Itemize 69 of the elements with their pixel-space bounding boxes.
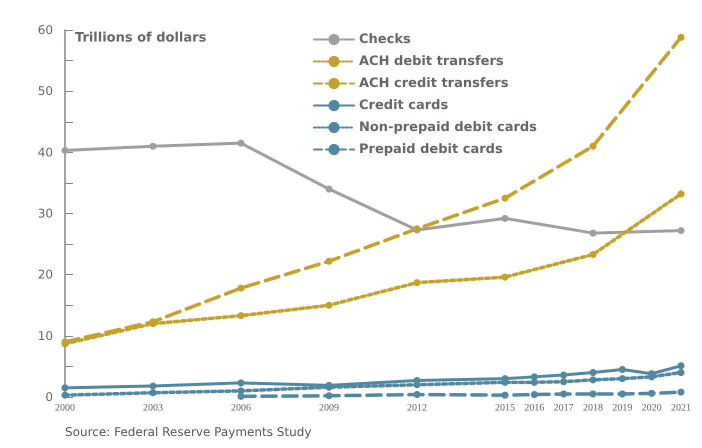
x-tick-label: 2019 <box>612 402 632 414</box>
point <box>618 390 626 398</box>
point <box>678 369 684 376</box>
point <box>530 391 538 398</box>
point <box>590 390 596 398</box>
point <box>502 214 508 222</box>
point <box>560 390 568 398</box>
point <box>618 375 626 382</box>
point <box>326 302 332 309</box>
point <box>590 142 596 150</box>
point <box>238 392 244 400</box>
point <box>150 382 156 390</box>
point <box>502 194 508 202</box>
point <box>502 274 508 281</box>
point <box>560 371 568 378</box>
point <box>238 140 244 147</box>
point <box>678 362 684 370</box>
point <box>238 312 244 320</box>
y-tick-label: 0 <box>45 390 53 404</box>
legend-label: ACH credit transfers <box>359 76 509 91</box>
y-tick-label: 60 <box>38 23 53 37</box>
x-tick-label: 2020 <box>642 402 662 414</box>
point <box>62 384 68 392</box>
point <box>648 390 656 397</box>
point <box>62 392 68 399</box>
point <box>326 392 332 400</box>
point <box>590 369 596 376</box>
point <box>414 391 420 398</box>
x-tick-label: 2021 <box>671 402 691 414</box>
x-tick-label: 2015 <box>495 402 515 414</box>
y-tick-label: 50 <box>38 84 53 98</box>
point <box>530 378 538 386</box>
x-tick-label: 2009 <box>319 402 339 414</box>
point <box>326 186 332 193</box>
point <box>678 34 684 41</box>
point <box>414 279 420 286</box>
point <box>678 388 684 396</box>
point <box>238 284 244 292</box>
point <box>238 379 244 386</box>
x-tick-label: 2003 <box>143 402 163 414</box>
x-tick-label: 2016 <box>524 402 544 414</box>
point <box>590 230 596 237</box>
point <box>560 378 568 386</box>
x-tick-label: 2017 <box>554 402 574 414</box>
point <box>502 392 508 399</box>
y-tick-label: 30 <box>38 206 53 220</box>
x-tick-label: 2018 <box>583 402 603 414</box>
x-tick-label: 2006 <box>231 402 251 414</box>
point <box>150 142 156 150</box>
y-tick-label: 10 <box>38 328 53 343</box>
x-tick-label: 2000 <box>55 402 75 414</box>
legend-label: Prepaid debit cards <box>359 142 503 157</box>
point <box>326 258 332 265</box>
y-tick-label: 20 <box>38 268 53 282</box>
legend-label: Checks <box>359 32 411 47</box>
y-tick-label: 40 <box>38 145 53 160</box>
source-note: Source: Federal Reserve Payments Study <box>65 425 312 439</box>
point <box>678 227 684 234</box>
legend-label: ACH debit transfers <box>359 54 504 69</box>
point <box>62 147 68 154</box>
legend-label: Credit cards <box>359 98 448 113</box>
point <box>590 250 596 258</box>
x-tick-label: 2012 <box>407 402 427 414</box>
point <box>618 366 626 373</box>
point <box>678 190 684 198</box>
point <box>150 389 156 396</box>
y-axis-title: Trillions of dollars <box>75 30 207 46</box>
legend-label: Non-prepaid debit cards <box>359 120 538 135</box>
point <box>590 376 596 384</box>
